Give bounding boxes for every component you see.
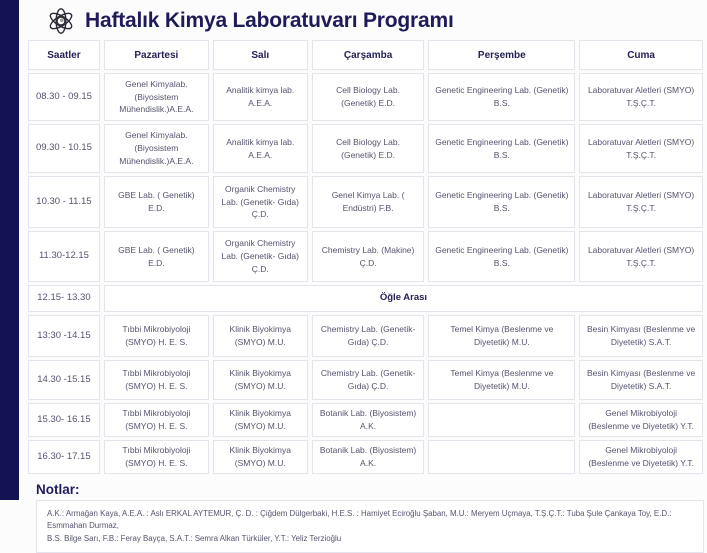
time-slot: 08.30 - 09.15	[28, 73, 100, 121]
schedule-cell: Cell Biology Lab. (Genetik) E.D.	[311, 73, 425, 121]
notes-heading: Notlar:	[36, 482, 80, 497]
schedule-cell: Laboratuvar Aletleri (SMYO) T.Ş.Ç.T.	[579, 231, 703, 282]
lunch-break-row: 12.15- 13.30 Öğle Arası	[28, 285, 703, 312]
schedule-cell: Besin Kimyası (Beslenme ve Diyetetik) S.…	[579, 360, 703, 400]
schedule-cell: Laboratuvar Aletleri (SMYO) T.Ş.Ç.T.	[579, 176, 703, 228]
schedule-cell: Chemistry Lab. (Makine) Ç.D.	[311, 231, 425, 282]
time-slot: 09.30 - 10.15	[28, 124, 100, 173]
schedule-cell: Laboratuvar Aletleri (SMYO) T.Ş.Ç.T.	[579, 73, 703, 121]
schedule-cell: GBE Lab. ( Genetik) E.D.	[103, 231, 209, 282]
schedule-cell: Klinik Biyokimya (SMYO) M.U.	[212, 440, 308, 474]
schedule-cell: Genel Kimyalab. (Biyosistem Mühendislik.…	[103, 73, 209, 121]
schedule-cell: Tıbbi Mikrobiyoloji (SMYO) H. E. S.	[103, 403, 209, 437]
column-header-saatler: Saatler	[28, 40, 100, 70]
schedule-cell: Laboratuvar Aletleri (SMYO) T.Ş.Ç.T.	[579, 124, 703, 173]
table-row: 16.30- 17.15 Tıbbi Mikrobiyoloji (SMYO) …	[28, 440, 703, 474]
weekly-schedule-table: Saatler Pazartesi Salı Çarşamba Perşembe…	[24, 37, 707, 477]
schedule-cell	[428, 403, 576, 437]
column-header-sali: Salı	[212, 40, 308, 70]
schedule-cell: Analitik kimya lab. A.E.A.	[212, 73, 308, 121]
schedule-cell: Genel Kimyalab. (Biyosistem Mühendislik.…	[103, 124, 209, 173]
left-accent-bar	[0, 0, 19, 500]
schedule-cell: Tıbbi Mikrobiyoloji (SMYO) H. E. S.	[103, 315, 209, 357]
schedule-cell: Botanik Lab. (Biyosistem) A.K.	[311, 440, 425, 474]
table-row: 09.30 - 10.15 Genel Kimyalab. (Biyosiste…	[28, 124, 703, 173]
schedule-cell: Cell Biology Lab. (Genetik) E.D.	[311, 124, 425, 173]
column-header-pazartesi: Pazartesi	[103, 40, 209, 70]
schedule-cell	[428, 440, 576, 474]
schedule-cell: Chemistry Lab. (Genetik- Gıda) Ç.D.	[311, 360, 425, 400]
time-slot: 13:30 -14.15	[28, 315, 100, 357]
schedule-cell: Genetic Engineering Lab. (Genetik) B.S.	[428, 124, 576, 173]
time-slot: 16.30- 17.15	[28, 440, 100, 474]
table-row: 11.30-12.15 GBE Lab. ( Genetik) E.D. Org…	[28, 231, 703, 282]
notes-line: A.K.: Armağan Kaya, A.E.A. : Aslı ERKAL …	[47, 509, 672, 531]
table-row: 10.30 - 11.15 GBE Lab. ( Genetik) E.D. O…	[28, 176, 703, 228]
time-slot: 10.30 - 11.15	[28, 176, 100, 228]
notes-box: A.K.: Armağan Kaya, A.E.A. : Aslı ERKAL …	[36, 500, 704, 553]
lunch-break-label: Öğle Arası	[103, 285, 703, 312]
schedule-cell: Tıbbi Mikrobiyoloji (SMYO) H. E. S.	[103, 360, 209, 400]
time-slot: 12.15- 13.30	[28, 285, 100, 312]
page-title: Haftalık Kimya Laboratuvarı Programı	[85, 9, 454, 32]
column-header-carsamba: Çarşamba	[311, 40, 425, 70]
schedule-cell: Organik Chemistry Lab. (Genetik- Gıda) Ç…	[212, 231, 308, 282]
schedule-cell: Klinik Biyokimya (SMYO) M.U.	[212, 360, 308, 400]
page-header: Haftalık Kimya Laboratuvarı Programı	[0, 0, 707, 37]
schedule-header-row: Saatler Pazartesi Salı Çarşamba Perşembe…	[28, 40, 703, 70]
time-slot: 11.30-12.15	[28, 231, 100, 282]
schedule-cell: Genel Kimya Lab. ( Endüstri) F.B.	[311, 176, 425, 228]
schedule-cell: Besin Kimyası (Beslenme ve Diyetetik) S.…	[579, 315, 703, 357]
schedule-cell: Genel Mikrobiyoloji (Beslenme ve Diyetet…	[579, 440, 703, 474]
schedule-cell: Klinik Biyokimya (SMYO) M.U.	[212, 403, 308, 437]
table-row: 13:30 -14.15 Tıbbi Mikrobiyoloji (SMYO) …	[28, 315, 703, 357]
time-slot: 14.30 -15.15	[28, 360, 100, 400]
schedule-cell: Genel Mikrobiyoloji (Beslenme ve Diyetet…	[579, 403, 703, 437]
schedule-cell: Temel Kimya (Beslenme ve Diyetetik) M.U.	[428, 360, 576, 400]
schedule-cell: Analitik kimya lab. A.E.A.	[212, 124, 308, 173]
schedule-cell: Temel Kimya (Beslenme ve Diyetetik) M.U.	[428, 315, 576, 357]
column-header-persembe: Perşembe	[428, 40, 576, 70]
schedule-cell: GBE Lab. ( Genetik) E.D.	[103, 176, 209, 228]
schedule-cell: Tıbbi Mikrobiyoloji (SMYO) H. E. S.	[103, 440, 209, 474]
table-row: 14.30 -15.15 Tıbbi Mikrobiyoloji (SMYO) …	[28, 360, 703, 400]
schedule-cell: Chemistry Lab. (Genetik- Gıda) Ç.D.	[311, 315, 425, 357]
table-row: 08.30 - 09.15 Genel Kimyalab. (Biyosiste…	[28, 73, 703, 121]
schedule-cell: Genetic Engineering Lab. (Genetik) B.S.	[428, 73, 576, 121]
schedule-cell: Botanik Lab. (Biyosistem) A.K.	[311, 403, 425, 437]
column-header-cuma: Cuma	[579, 40, 703, 70]
schedule-cell: Genetic Engineering Lab. (Genetik) B.S.	[428, 231, 576, 282]
time-slot: 15.30- 16.15	[28, 403, 100, 437]
schedule-cell: Klinik Biyokimya (SMYO) M.U.	[212, 315, 308, 357]
notes-line: B.S. Bilge Sarı, F.B.: Feray Bayça, S.A.…	[47, 533, 342, 543]
table-row: 15.30- 16.15 Tıbbi Mikrobiyoloji (SMYO) …	[28, 403, 703, 437]
schedule-cell: Organik Chemistry Lab. (Genetik- Gıda) Ç…	[212, 176, 308, 228]
schedule-cell: Genetic Engineering Lab. (Genetik) B.S.	[428, 176, 576, 228]
atom-icon	[49, 8, 73, 34]
